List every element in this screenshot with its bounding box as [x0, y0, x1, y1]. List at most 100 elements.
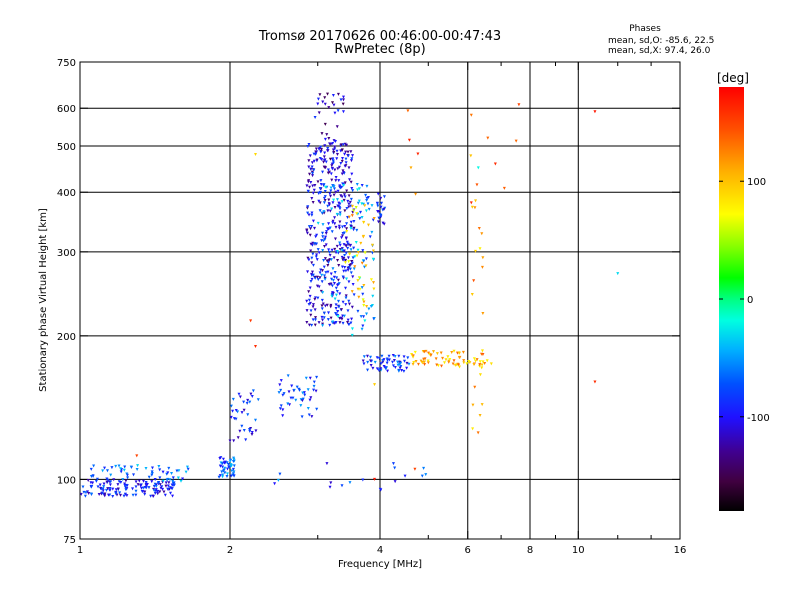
data-point [324, 166, 328, 170]
data-point [337, 299, 341, 303]
scatter-points [79, 92, 620, 499]
data-point [420, 474, 424, 478]
data-point [381, 360, 385, 364]
data-point [332, 275, 336, 279]
data-point [336, 167, 340, 171]
data-point [393, 480, 397, 484]
data-point [331, 201, 335, 205]
data-point [329, 282, 333, 286]
data-point [221, 473, 225, 477]
data-point [352, 293, 356, 297]
data-point [391, 462, 395, 466]
data-point [348, 252, 352, 256]
data-point [384, 366, 388, 370]
data-point [323, 144, 327, 148]
data-point [347, 280, 351, 284]
data-point [282, 392, 286, 396]
data-point [322, 210, 326, 214]
data-point [318, 201, 322, 205]
data-point [360, 286, 364, 290]
data-point [305, 321, 309, 325]
data-point [341, 300, 345, 304]
x-tick-label: 8 [527, 545, 533, 556]
data-point [365, 198, 369, 202]
data-point [311, 191, 315, 195]
data-point [326, 168, 330, 172]
data-point [361, 249, 365, 253]
data-point [122, 494, 126, 498]
data-point [229, 415, 233, 419]
x-tick-label: 2 [227, 545, 233, 556]
data-point [337, 179, 341, 183]
data-point [86, 479, 90, 483]
data-point [234, 408, 238, 412]
data-point [322, 258, 326, 262]
data-point [139, 486, 143, 490]
data-point [150, 466, 154, 470]
data-point [340, 248, 344, 252]
data-point [89, 475, 93, 479]
data-point [373, 360, 377, 364]
data-point [364, 264, 368, 268]
data-point [325, 303, 329, 307]
data-point [168, 478, 172, 482]
data-point [331, 101, 335, 105]
data-point [294, 398, 298, 402]
data-point [318, 276, 322, 280]
data-point [314, 150, 318, 154]
data-point [101, 487, 105, 491]
data-point [419, 359, 423, 363]
data-point [424, 473, 428, 477]
data-point [346, 154, 350, 158]
data-point [471, 403, 475, 407]
data-point [310, 213, 314, 217]
data-point [335, 212, 339, 216]
data-point [253, 344, 257, 348]
data-point [319, 179, 323, 183]
data-point [347, 166, 351, 170]
data-point [341, 321, 345, 325]
data-point [361, 298, 365, 302]
data-point [337, 165, 341, 169]
data-point [313, 297, 317, 301]
data-point [341, 169, 345, 173]
data-point [333, 145, 337, 149]
data-point [422, 360, 426, 364]
data-point [347, 194, 351, 198]
data-point [372, 317, 376, 321]
data-point [308, 154, 312, 158]
data-point [310, 272, 314, 276]
data-point [340, 159, 344, 163]
data-point [90, 484, 94, 488]
data-point [373, 383, 377, 387]
data-point [339, 143, 343, 147]
data-point [312, 388, 316, 392]
data-point [238, 395, 242, 399]
data-point [157, 465, 161, 469]
data-point [121, 478, 125, 482]
data-point [420, 361, 424, 365]
data-point [301, 397, 305, 401]
data-point [313, 308, 317, 312]
data-point [335, 198, 339, 202]
data-point [89, 467, 93, 471]
colorbar: [deg] 100 0 -100 [717, 71, 770, 511]
data-point [337, 224, 341, 228]
data-point [335, 250, 339, 254]
data-point [406, 356, 410, 360]
data-point [352, 228, 356, 232]
data-point [101, 469, 105, 473]
data-point [338, 241, 342, 245]
data-point [306, 256, 310, 260]
data-point [337, 305, 341, 309]
data-point [348, 267, 352, 271]
data-point [306, 211, 310, 215]
data-point [310, 243, 314, 247]
data-point [474, 359, 478, 363]
data-point [368, 359, 372, 363]
data-point [307, 213, 311, 217]
data-point [453, 363, 457, 367]
data-point [375, 356, 379, 360]
data-point [349, 197, 353, 201]
data-point [373, 477, 377, 481]
